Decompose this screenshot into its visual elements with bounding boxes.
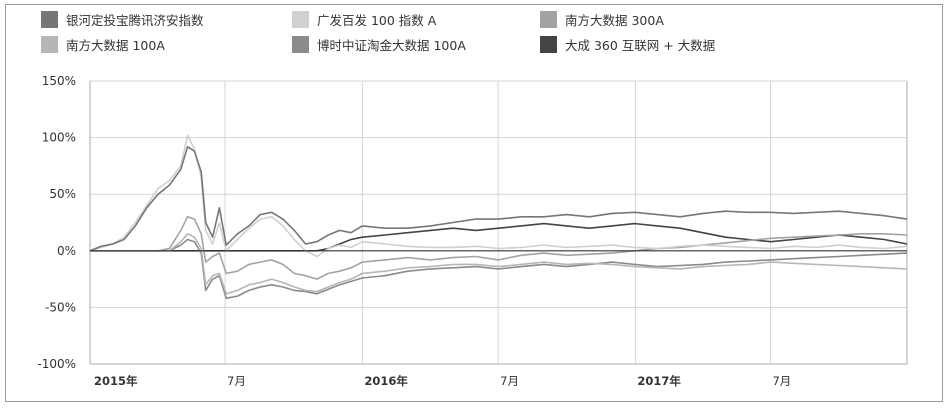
x-tick-label: 7月 [772, 374, 791, 388]
legend: 银河定投宝腾讯济安指数 广发百发 100 指数 A 南方大数据 300A 南方大数据 … [41, 11, 715, 53]
y-tick-label: 50% [49, 187, 76, 201]
gridlines [89, 80, 907, 365]
legend-label: 博时中证淘金大数据 100A [317, 38, 466, 53]
legend-item[interactable]: 南方大数据 100A [41, 36, 165, 53]
chart-frame [5, 4, 943, 402]
axes: 150% 100% 50% 0% -50% -100% 2015年 7月 2016年 7月 2017… [37, 74, 908, 388]
y-tick-label: -50% [45, 300, 76, 314]
legend-label: 南方大数据 300A [565, 13, 664, 28]
legend-label: 广发百发 100 指数 A [317, 13, 437, 28]
x-tick-label: 7月 [227, 374, 246, 388]
legend-swatch [540, 36, 557, 53]
legend-item[interactable]: 广发百发 100 指数 A [292, 11, 437, 28]
y-tick-label: -100% [37, 357, 76, 371]
legend-label: 大成 360 互联网 + 大数据 [565, 38, 715, 53]
series-line [89, 145, 908, 252]
legend-swatch [41, 36, 58, 53]
series-line [90, 233, 908, 295]
legend-swatch [292, 11, 309, 28]
y-tick-label: 0% [57, 244, 76, 258]
y-tick-label: 100% [42, 131, 76, 145]
x-tick-label: 2015年 [94, 374, 138, 388]
legend-swatch [540, 11, 557, 28]
series-line [90, 216, 908, 280]
legend-item[interactable]: 南方大数据 300A [540, 11, 664, 28]
y-tick-label: 150% [42, 74, 76, 88]
legend-item[interactable]: 博时中证淘金大数据 100A [292, 36, 466, 53]
legend-label: 南方大数据 100A [66, 38, 165, 53]
series-lines [89, 134, 908, 300]
legend-swatch [292, 36, 309, 53]
series-line [90, 238, 908, 300]
legend-swatch [41, 11, 58, 28]
series-line [89, 134, 908, 258]
legend-item[interactable]: 大成 360 互联网 + 大数据 [540, 36, 715, 53]
legend-item[interactable]: 银河定投宝腾讯济安指数 [41, 11, 204, 28]
x-tick-label: 2017年 [637, 374, 681, 388]
legend-label: 银河定投宝腾讯济安指数 [66, 13, 204, 28]
x-tick-label: 2016年 [364, 374, 408, 388]
x-tick-label: 7月 [500, 374, 519, 388]
